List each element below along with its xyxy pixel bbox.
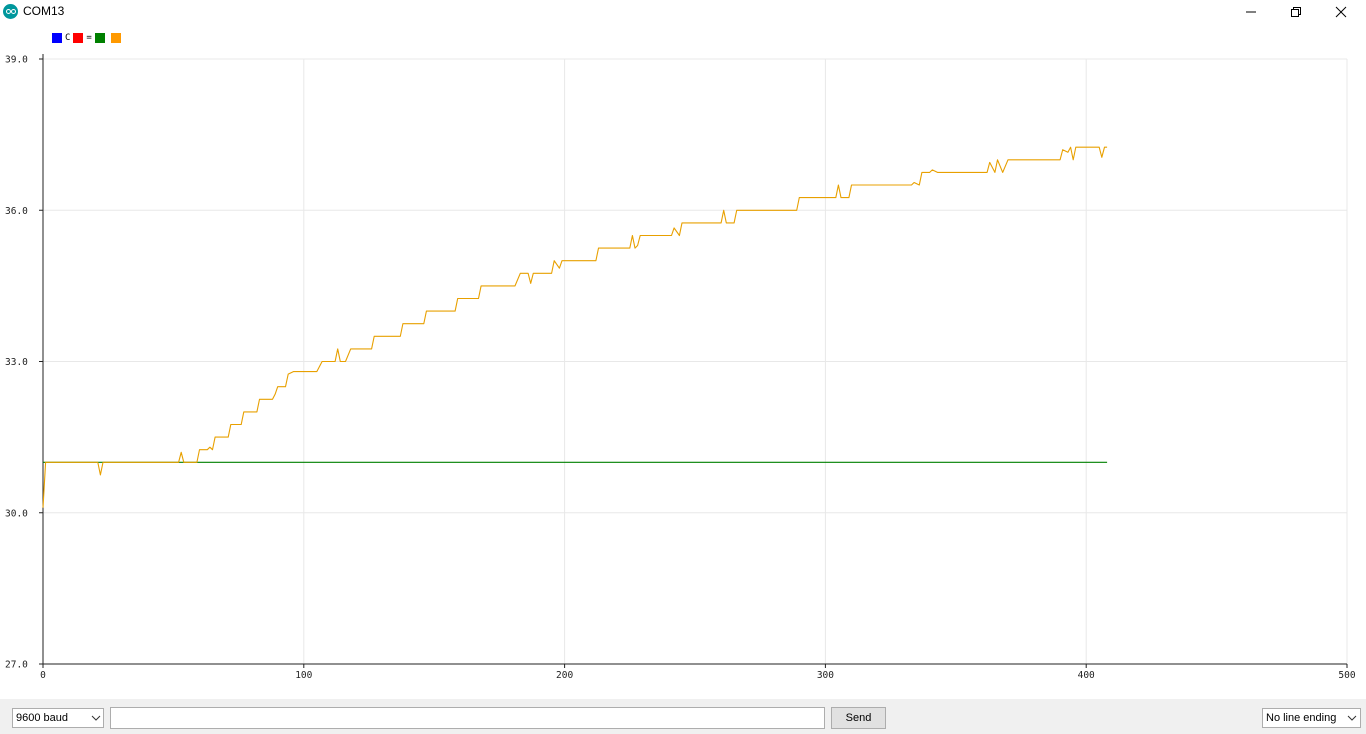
x-tick-label-1: 100: [295, 670, 312, 681]
legend-label-0: C: [65, 33, 71, 43]
x-tick-label-3: 300: [817, 670, 834, 681]
title-bar: COM13: [0, 0, 1366, 24]
legend-swatch-3: [110, 33, 121, 43]
close-button[interactable]: [1318, 0, 1364, 24]
legend-swatch-1: [73, 33, 84, 43]
y-tick-label-1: 30.0: [5, 508, 28, 519]
legend: C =: [52, 32, 127, 44]
line-ending-value: No line ending: [1266, 712, 1337, 724]
line-ending-select[interactable]: No line ending: [1262, 708, 1361, 728]
maximize-button[interactable]: [1273, 0, 1319, 24]
window-title: COM13: [23, 4, 65, 18]
y-tick-label-4: 39.0: [5, 55, 28, 66]
minimize-icon: [1246, 11, 1256, 13]
x-tick-label-2: 200: [556, 670, 573, 681]
chevron-down-icon: [1347, 715, 1357, 721]
chevron-down-icon: [91, 715, 101, 721]
series-line-1: [42, 146, 1108, 508]
minimize-button[interactable]: [1228, 0, 1274, 24]
y-tick-label-3: 36.0: [5, 206, 28, 217]
x-tick-label-0: 0: [40, 670, 46, 681]
y-tick-label-2: 33.0: [5, 357, 28, 368]
baud-rate-select[interactable]: 9600 baud: [12, 708, 104, 728]
legend-label-1: =: [86, 33, 92, 43]
maximize-icon: [1291, 7, 1301, 17]
legend-swatch-2: [94, 33, 105, 43]
x-tick-label-4: 400: [1078, 670, 1095, 681]
x-tick-label-5: 500: [1338, 670, 1355, 681]
arduino-icon: [3, 4, 18, 19]
serial-plotter-chart: 27.0 30.0 33.0 36.0 39.0 0 100 200 300 400 500: [5, 54, 1356, 681]
close-icon: [1335, 6, 1347, 18]
send-button[interactable]: Send: [831, 707, 886, 729]
y-tick-label-0: 27.0: [5, 660, 28, 671]
send-text-input[interactable]: [110, 707, 825, 729]
baud-rate-value: 9600 baud: [16, 712, 68, 724]
legend-swatch-0: [52, 33, 62, 43]
